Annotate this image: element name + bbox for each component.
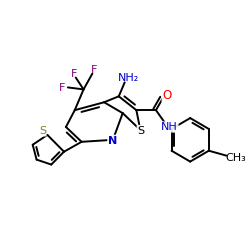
Text: O: O: [162, 89, 171, 102]
Text: S: S: [138, 126, 145, 136]
Text: NH₂: NH₂: [118, 72, 139, 83]
Text: NH: NH: [161, 122, 178, 132]
Text: CH₃: CH₃: [226, 153, 246, 163]
Text: S: S: [39, 126, 46, 136]
Text: N: N: [108, 136, 118, 146]
Text: F: F: [91, 64, 98, 74]
Text: F: F: [59, 84, 65, 94]
Text: F: F: [70, 68, 77, 78]
